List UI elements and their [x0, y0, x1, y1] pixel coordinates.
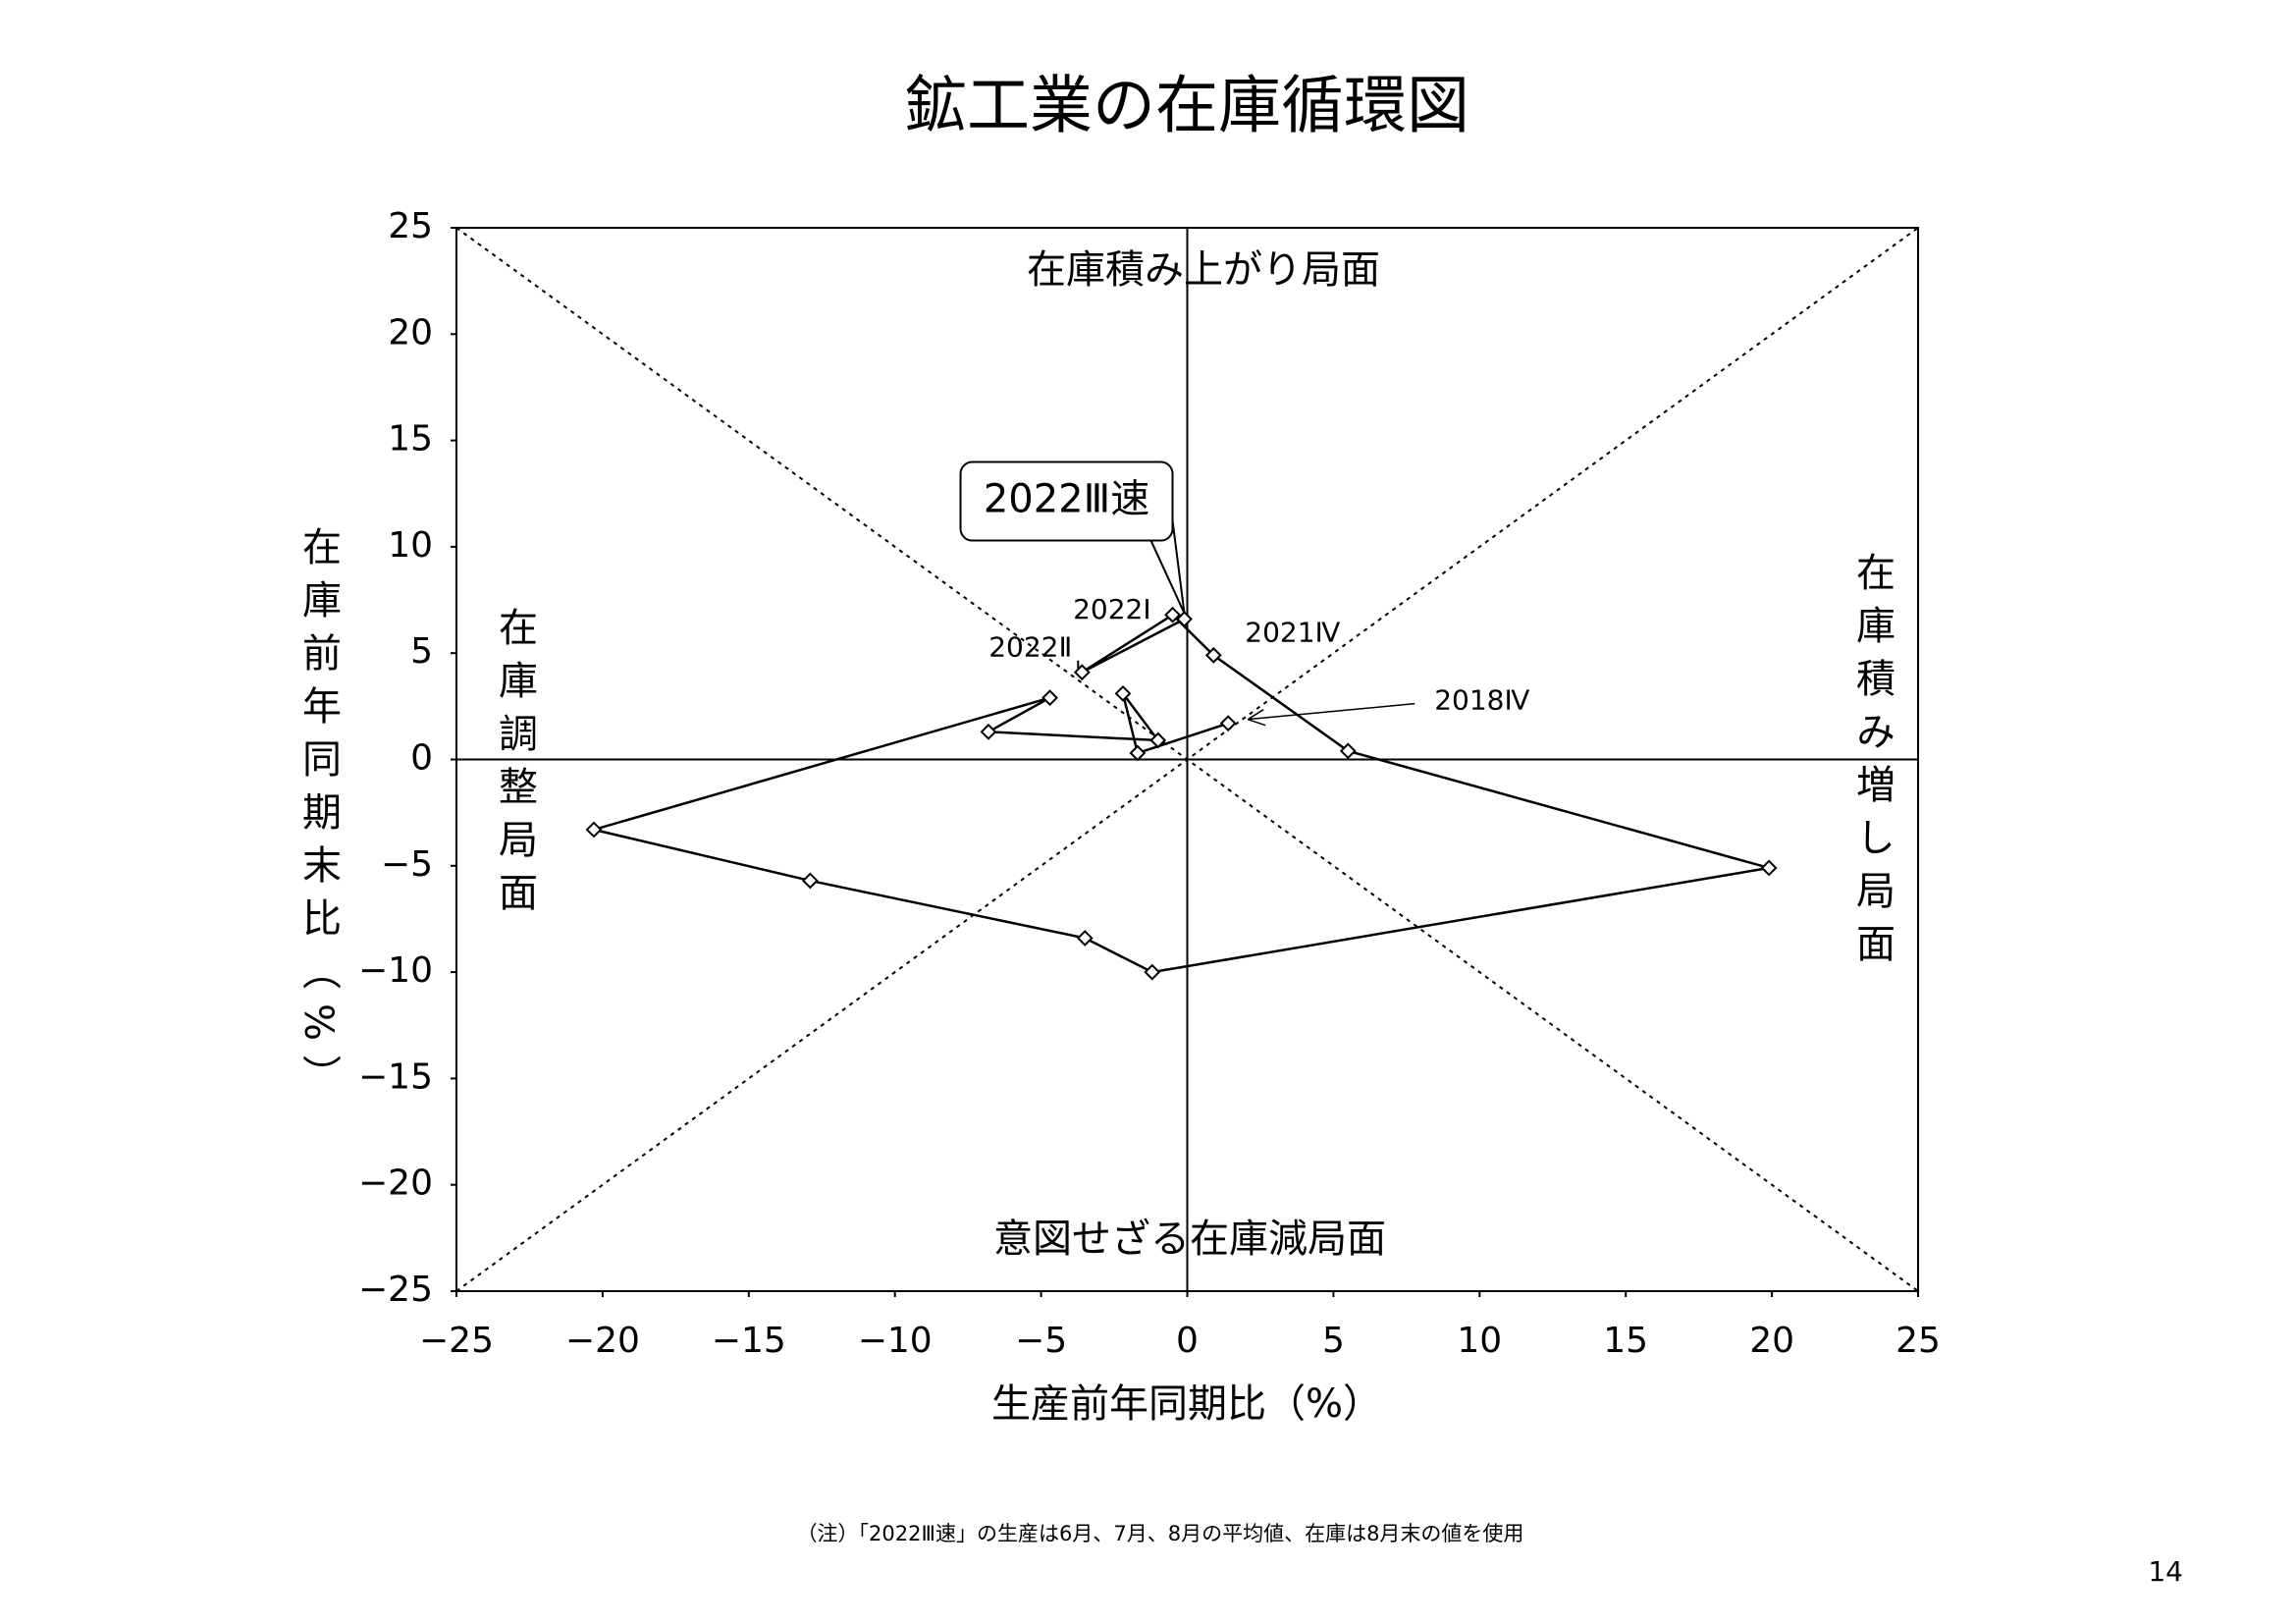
point-label: 2021Ⅳ	[1245, 616, 1340, 648]
data-point	[1073, 664, 1091, 681]
y-tick-label: 10	[388, 525, 433, 566]
x-tick-label: −25	[419, 1321, 494, 1361]
x-tick-label: −5	[1015, 1321, 1067, 1361]
point-label: 2018Ⅳ	[1434, 684, 1529, 717]
x-tick-label: −10	[858, 1321, 933, 1361]
callout-label: 2022Ⅲ速	[984, 477, 1149, 522]
note: （注）「2022Ⅲ速」の生産は6月、7月、8月の平均値、在庫は8月末の値を使用	[797, 1522, 1524, 1545]
data-point	[1176, 611, 1193, 627]
data-point	[1129, 744, 1147, 762]
callout-pointer	[1149, 520, 1186, 614]
quadrant-label: 在庫調整局面	[492, 607, 537, 925]
data-point	[1144, 963, 1161, 981]
point-label: 2022Ⅱ	[988, 631, 1072, 664]
y-tick-label: −10	[358, 950, 433, 991]
y-tick-label: 0	[410, 738, 433, 779]
x-tick-label: 25	[1896, 1321, 1941, 1361]
y-tick-label: 20	[388, 312, 433, 352]
y-tick-label: 15	[388, 419, 433, 460]
data-point	[1339, 742, 1357, 760]
data-point	[1219, 715, 1237, 732]
data-line	[589, 613, 1770, 974]
x-tick-label: −20	[565, 1321, 640, 1361]
data-point	[1204, 646, 1222, 664]
page-number: 14	[2148, 1555, 2183, 1588]
label-arrow	[1248, 702, 1415, 721]
quadrant-label: 在庫積み上がり局面	[1027, 247, 1380, 293]
x-tick-label: 10	[1457, 1321, 1502, 1361]
y-tick-label: −25	[358, 1270, 433, 1310]
y-tick-label: −20	[358, 1164, 433, 1204]
chart-title: 鉱工業の在庫循環図	[904, 71, 1469, 143]
quadrant-label: 意図せざる在庫減局面	[993, 1217, 1386, 1262]
y-tick-label: −15	[358, 1056, 433, 1097]
arrow-head	[1247, 709, 1266, 727]
x-axis-label: 生産前年同期比（%）	[991, 1381, 1382, 1427]
x-tick-label: 15	[1603, 1321, 1648, 1361]
callout-box	[959, 460, 1174, 542]
y-axis-label: 在庫前年同期末比（%）	[295, 526, 342, 1108]
x-tick-label: 0	[1176, 1321, 1199, 1361]
y-tick-label: −5	[381, 844, 433, 885]
point-label: 2022Ⅰ	[1073, 593, 1151, 625]
data-point	[1164, 606, 1182, 623]
x-tick-label: 5	[1322, 1321, 1345, 1361]
y-tick-label: 5	[410, 631, 433, 672]
quadrant-label: 在庫積み増し局面	[1849, 552, 1896, 976]
data-point	[1149, 731, 1167, 749]
data-point	[1076, 930, 1094, 947]
data-point	[980, 723, 997, 740]
data-point	[585, 821, 603, 839]
data-point	[1760, 859, 1778, 877]
data-point	[1041, 689, 1058, 707]
y-tick-label: 25	[388, 206, 433, 246]
x-tick-label: −15	[712, 1321, 786, 1361]
data-point	[801, 872, 819, 890]
data-point	[1114, 684, 1132, 702]
x-tick-label: 20	[1749, 1321, 1794, 1361]
